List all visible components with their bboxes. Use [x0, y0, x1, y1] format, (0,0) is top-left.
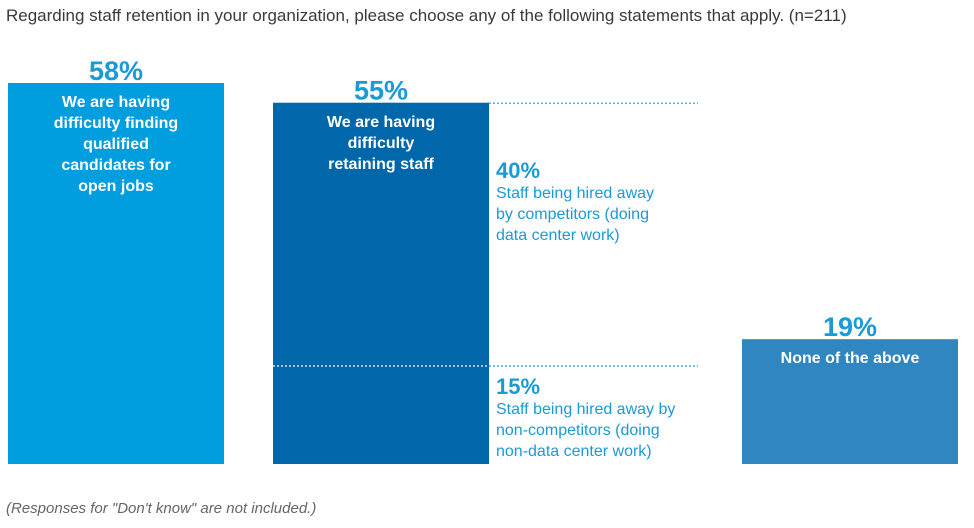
chart-title: Regarding staff retention in your organi… [6, 6, 847, 25]
segment-value-1: 40% [496, 157, 541, 183]
segment-text-2: Staff being hired away by non-competitor… [496, 401, 676, 461]
bar-category-label-3: None of the above [780, 350, 920, 368]
footnote: (Responses for "Don't know" are not incl… [6, 500, 317, 517]
bar-3 [742, 339, 958, 464]
segment-value-2: 15% [496, 374, 541, 400]
bar-category-label-1: We are having difficulty finding qualifi… [53, 94, 179, 195]
bar-value-label-1: 58% [89, 56, 143, 86]
bar-value-label-2: 55% [354, 76, 408, 106]
bar-category-label-2: We are having difficulty retaining staff [326, 113, 436, 173]
bar-1 [8, 83, 224, 464]
segment-label-1: 40% Staff being hired away by competitors… [496, 157, 655, 246]
bar-2 [273, 102, 489, 464]
segment-label-2: 15% Staff being hired away by non-competi… [496, 375, 675, 462]
bar-value-label-3: 19% [823, 312, 877, 342]
segment-text-1: Staff being hired away by competitors (d… [496, 184, 655, 244]
